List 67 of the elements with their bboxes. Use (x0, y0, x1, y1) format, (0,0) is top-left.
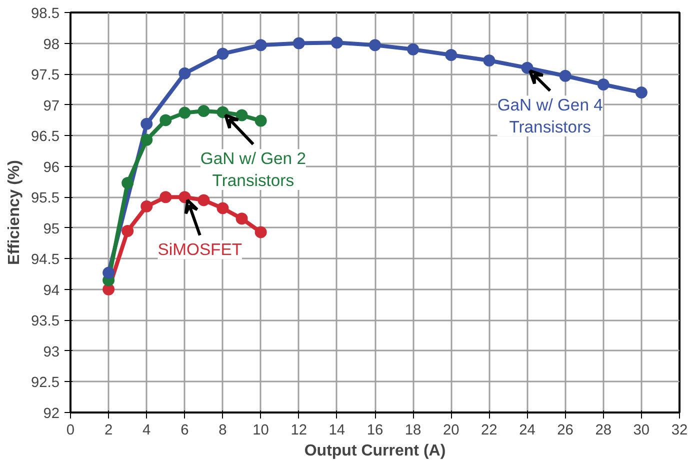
y-tick-label: 98 (43, 36, 60, 53)
point (407, 43, 420, 56)
y-tick-label: 98.5 (30, 6, 60, 22)
point (198, 104, 210, 117)
x-tick-label: 14 (328, 422, 346, 438)
x-tick-label: 12 (290, 422, 308, 438)
point (330, 36, 343, 49)
point (140, 134, 153, 146)
point (198, 194, 210, 206)
x-tick-label: 24 (519, 422, 536, 438)
x-tick-label: 8 (218, 422, 227, 438)
y-tick-label: 95 (43, 221, 60, 238)
x-tick-label: 16 (366, 422, 384, 438)
x-tick-label: 32 (671, 422, 688, 438)
point (254, 114, 267, 127)
y-axis-title: Efficiency (%) (6, 160, 23, 265)
point (216, 106, 229, 118)
point (635, 86, 648, 98)
point (292, 37, 305, 50)
point (483, 54, 496, 66)
y-tick-label: 92.5 (30, 375, 60, 392)
x-tick-label: 28 (595, 422, 612, 438)
point (369, 39, 381, 52)
x-tick-label: 4 (142, 422, 151, 438)
y-tick-label: 96.5 (30, 129, 60, 146)
x-tick-label: 30 (633, 422, 650, 438)
point (178, 106, 191, 119)
y-tick-label: 93.5 (30, 314, 60, 330)
y-tick-label: 95.5 (30, 190, 60, 207)
x-tick-label: 2 (104, 422, 113, 438)
point (178, 191, 191, 204)
point (254, 39, 267, 52)
point (140, 200, 153, 212)
point (160, 114, 172, 126)
point (178, 67, 191, 80)
point (122, 224, 134, 237)
annotation: SiMOSFET (158, 240, 242, 260)
x-axis-title: Output Current (A) (304, 442, 446, 460)
y-tick-label: 92 (43, 406, 60, 422)
annotation: GaN w/ Gen 4 Transistors (497, 96, 603, 136)
point (559, 70, 572, 82)
point (102, 266, 115, 279)
y-tick-label: 97 (43, 98, 60, 114)
point (122, 176, 134, 189)
x-tick-label: 20 (442, 422, 460, 438)
x-tick-label: 6 (180, 422, 189, 438)
point (236, 109, 248, 122)
point (597, 78, 610, 90)
y-tick-label: 94.5 (30, 252, 60, 268)
point (445, 48, 458, 61)
point (236, 212, 248, 225)
x-tick-label: 18 (404, 422, 422, 438)
x-tick-label: 22 (481, 422, 498, 438)
annotation: GaN w/ Gen 2 Transistors (200, 149, 306, 190)
point (140, 118, 153, 130)
x-tick-label: 0 (66, 422, 75, 438)
point (216, 202, 229, 214)
x-tick-label: 10 (252, 422, 269, 438)
y-tick-label: 94 (43, 282, 60, 299)
y-tick-label: 96 (43, 160, 60, 176)
x-tick-label: 26 (557, 422, 574, 438)
y-tick-label: 93 (43, 344, 60, 360)
point (254, 226, 267, 238)
point (160, 191, 172, 204)
y-tick-label: 97.5 (30, 68, 60, 84)
point (216, 48, 229, 60)
point (521, 62, 534, 74)
